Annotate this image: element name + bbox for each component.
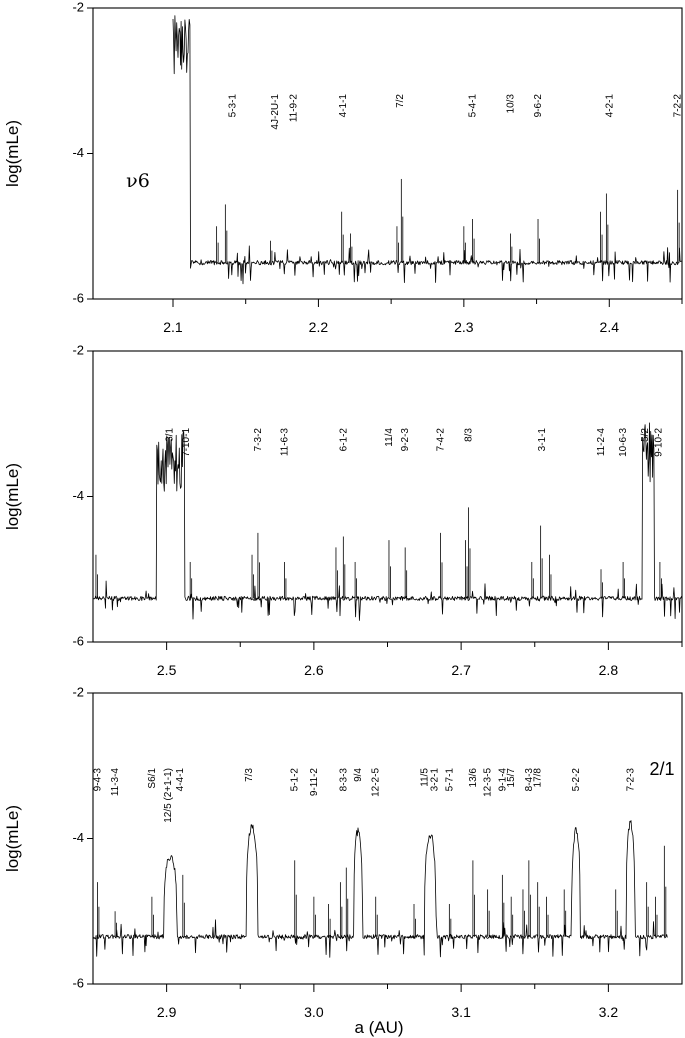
resonance-label: 9-11-2 (309, 768, 320, 797)
resonance-label: 5-2-2 (571, 768, 582, 792)
resonance-label: 8-4-3 (524, 768, 535, 792)
resonance-label: 5-4-1 (468, 94, 479, 118)
resonance-label: 7/2 (395, 94, 406, 108)
y-tick-label: -2 (72, 342, 84, 357)
y-tick-label: -6 (72, 633, 84, 648)
y-tick-label: -2 (72, 684, 84, 699)
x-tick-label: 2.3 (454, 319, 474, 335)
resonance-label: S6/1 (147, 768, 158, 789)
resonance-label: 8/3 (463, 428, 474, 442)
region-label: ν6 (126, 170, 150, 192)
resonance-label: 7/3 (244, 768, 255, 782)
resonance-label: 12/5 (2+1-1) (163, 768, 174, 823)
x-tick-label: 2.4 (600, 319, 620, 335)
resonance-label: 11/5 (419, 768, 430, 787)
resonance-label: 4-2-1 (604, 94, 615, 118)
x-tick-label: 3.0 (304, 1004, 324, 1020)
resonance-label: 10/3 (505, 94, 516, 114)
resonance-label: 7-3-2 (253, 428, 264, 452)
resonance-label: 3/1 (165, 428, 176, 442)
resonance-label: 10-6-3 (618, 428, 629, 457)
x-tick-label: 2.6 (304, 662, 324, 678)
resonance-label: 9-6-2 (533, 94, 544, 118)
resonance-label: 13/6 (468, 768, 479, 788)
resonance-label: 11-3-4 (110, 768, 121, 797)
region-label: 2/1 (649, 759, 674, 779)
resonance-label: 11-9-2 (289, 94, 300, 123)
y-tick-label: -4 (72, 488, 84, 503)
resonance-label: 17/8 (533, 768, 544, 788)
resonance-label: 11/4 (384, 428, 395, 447)
x-tick-label: 2.2 (309, 319, 329, 335)
x-tick-label: 2.7 (451, 662, 471, 678)
x-tick-label: 2.8 (599, 662, 619, 678)
resonance-label: 8-3-3 (338, 768, 349, 792)
x-tick-label: 3.1 (451, 1004, 471, 1020)
resonance-label: 4J-2U-1 (270, 94, 281, 130)
panel-middle: -2 -4 -6 2.5 2.6 2.7 2.8 log(mLe) 3/1 7-10-1 7-3-2… (3, 342, 683, 678)
resonance-label: 5-1-2 (290, 768, 301, 792)
resonance-label: 9/4 (353, 768, 364, 782)
x-tick-label: 2.5 (157, 662, 177, 678)
resonance-label: 5-3-1 (228, 94, 239, 118)
resonance-label: 5-7-1 (444, 768, 455, 792)
resonance-label: 12-2-5 (371, 768, 382, 797)
y-tick-label: -6 (72, 290, 84, 305)
resonance-label: 11-2-4 (596, 428, 607, 457)
resonance-label: 7-2-2 (673, 94, 684, 118)
x-tick-label: 2.9 (157, 1004, 177, 1020)
resonance-label: 9-1-4 (497, 768, 508, 792)
y-axis-label: log(mLe) (3, 805, 22, 872)
resonance-label: 7-4-2 (436, 428, 447, 452)
resonance-label: 6-1-2 (338, 428, 349, 452)
y-tick-label: -4 (72, 145, 84, 160)
resonance-label: 7-2-3 (625, 768, 636, 792)
resonance-label: 9-4-3 (92, 768, 103, 792)
x-tick-label: 2.1 (163, 319, 183, 335)
x-tick-label: 3.2 (599, 1004, 619, 1020)
y-tick-label: -4 (72, 830, 84, 845)
y-tick-label: -2 (72, 0, 84, 14)
data-trace (172, 15, 683, 285)
resonance-label: 15/7 (506, 768, 517, 788)
resonance-label: 9-10-2 (653, 428, 664, 457)
data-trace (92, 820, 668, 958)
resonance-label: 12-3-5 (483, 768, 494, 797)
y-tick-label: -6 (72, 975, 84, 990)
y-axis-label: log(mLe) (3, 463, 22, 530)
resonance-label: 9-2-3 (400, 428, 411, 452)
resonance-label: 11-6-3 (279, 428, 290, 457)
resonance-label: 3-2-1 (430, 768, 441, 792)
y-axis-label: log(mLe) (3, 120, 22, 187)
panel-bottom: -2 -4 -6 2.9 3.0 3.1 3.2 log(mLe) 9-4-3 11-3-4 S6/… (3, 684, 683, 1020)
resonance-label: 3-1-1 (537, 428, 548, 452)
resonance-label: 4-4-1 (175, 768, 186, 792)
panel-top: -2 -4 -6 2.1 2.2 2.3 2.4 log(mLe) 5-3-1 4J-2U-1 11… (3, 0, 684, 335)
resonance-label: 7-10-1 (181, 428, 192, 457)
resonance-label: 4-1-1 (338, 94, 349, 118)
data-trace (92, 422, 683, 621)
x-axis-label: a (AU) (354, 1018, 403, 1037)
